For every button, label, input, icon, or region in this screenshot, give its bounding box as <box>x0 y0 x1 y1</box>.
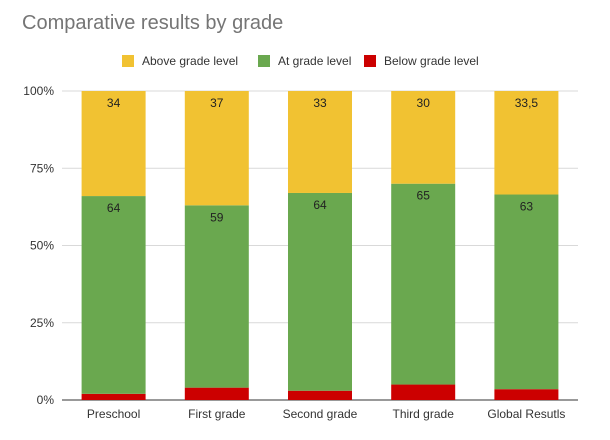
bar-segment <box>391 91 456 184</box>
bar-segment <box>494 91 559 195</box>
bar-segment <box>494 389 559 400</box>
data-label: 37 <box>210 96 224 110</box>
x-tick-label: Global Resutls <box>487 407 565 421</box>
bar-segment <box>184 387 249 400</box>
legend-swatch <box>364 55 376 67</box>
x-tick-label: Third grade <box>393 407 455 421</box>
legend-swatch <box>122 55 134 67</box>
bar-segment <box>288 390 352 400</box>
data-label: 64 <box>313 198 327 212</box>
bar-segment <box>81 196 146 394</box>
data-label: 30 <box>417 96 431 110</box>
bar-segment <box>391 183 456 385</box>
legend-label: Above grade level <box>142 54 238 68</box>
bar-segment <box>288 91 352 193</box>
legend-label: At grade level <box>278 54 351 68</box>
chart-title: Comparative results by grade <box>22 12 284 34</box>
bar-segment <box>184 205 249 388</box>
bar-segment <box>81 393 146 400</box>
bar-segment <box>288 192 352 391</box>
data-label: 63 <box>520 200 534 214</box>
legend-swatch <box>258 55 270 67</box>
data-label: 33,5 <box>515 96 539 110</box>
x-tick-label: First grade <box>188 407 246 421</box>
y-tick-label: 0% <box>37 393 55 407</box>
y-tick-label: 25% <box>30 316 54 330</box>
y-tick-label: 100% <box>23 84 54 98</box>
x-tick-label: Preschool <box>87 407 140 421</box>
bar-segment <box>81 91 146 197</box>
data-label: 34 <box>107 96 121 110</box>
bar-segment <box>391 384 456 400</box>
bar-segment <box>494 194 559 390</box>
data-label: 65 <box>417 189 431 203</box>
data-label: 33 <box>313 96 327 110</box>
y-tick-label: 75% <box>30 161 54 175</box>
data-label: 59 <box>210 210 224 224</box>
legend-label: Below grade level <box>384 54 479 68</box>
data-label: 64 <box>107 201 121 215</box>
bar-segment <box>184 91 249 206</box>
x-tick-label: Second grade <box>283 407 358 421</box>
y-tick-label: 50% <box>30 239 54 253</box>
